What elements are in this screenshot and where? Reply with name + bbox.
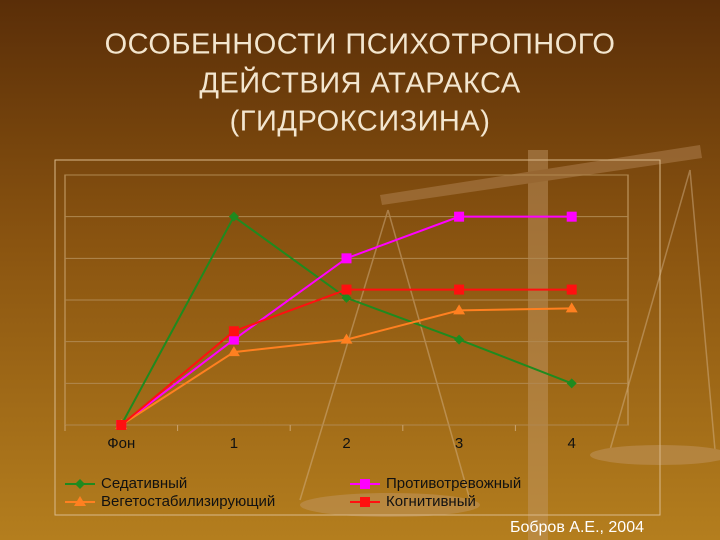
x-tick-label: 2 [342, 435, 350, 452]
point [341, 253, 352, 264]
point [565, 302, 578, 313]
legend-marker [74, 496, 86, 506]
point [228, 211, 239, 222]
point [454, 284, 465, 295]
x-tick-label: 1 [230, 435, 238, 452]
point [453, 304, 466, 315]
point [454, 334, 465, 345]
legend-label: Вегетостабилизирующий [101, 493, 275, 510]
legend-marker [360, 497, 370, 507]
title-line: ДЕЙСТВИЯ АТАРАКСА [199, 66, 520, 100]
point [566, 211, 577, 222]
title-line: (ГИДРОКСИЗИНА) [230, 106, 491, 138]
point [566, 284, 577, 295]
legend-label: Противотревожный [386, 475, 521, 492]
chart: Фон 1 2 3 4 Седативный Противотревожный Вегетос… [64, 174, 628, 510]
legend-marker [75, 479, 85, 489]
point [341, 284, 352, 295]
point [228, 326, 239, 337]
point [340, 333, 353, 344]
chart-frame [54, 159, 661, 516]
point [116, 420, 127, 430]
legend-label: Седативный [101, 475, 187, 492]
x-tick-label: Фон [107, 435, 135, 452]
credit: Бобров А.Е., 2004 [510, 519, 644, 536]
point [454, 211, 465, 222]
point [228, 334, 239, 345]
x-tick-label: 3 [455, 435, 463, 452]
legend-marker [360, 479, 370, 489]
title-line: ОСОБЕННОСТИ ПСИХОТРОПНОГО [105, 29, 616, 61]
legend-label: Когнитивный [386, 493, 476, 510]
point [341, 292, 352, 303]
x-tick-label: 4 [568, 435, 576, 452]
point [227, 346, 240, 357]
point [566, 378, 577, 389]
